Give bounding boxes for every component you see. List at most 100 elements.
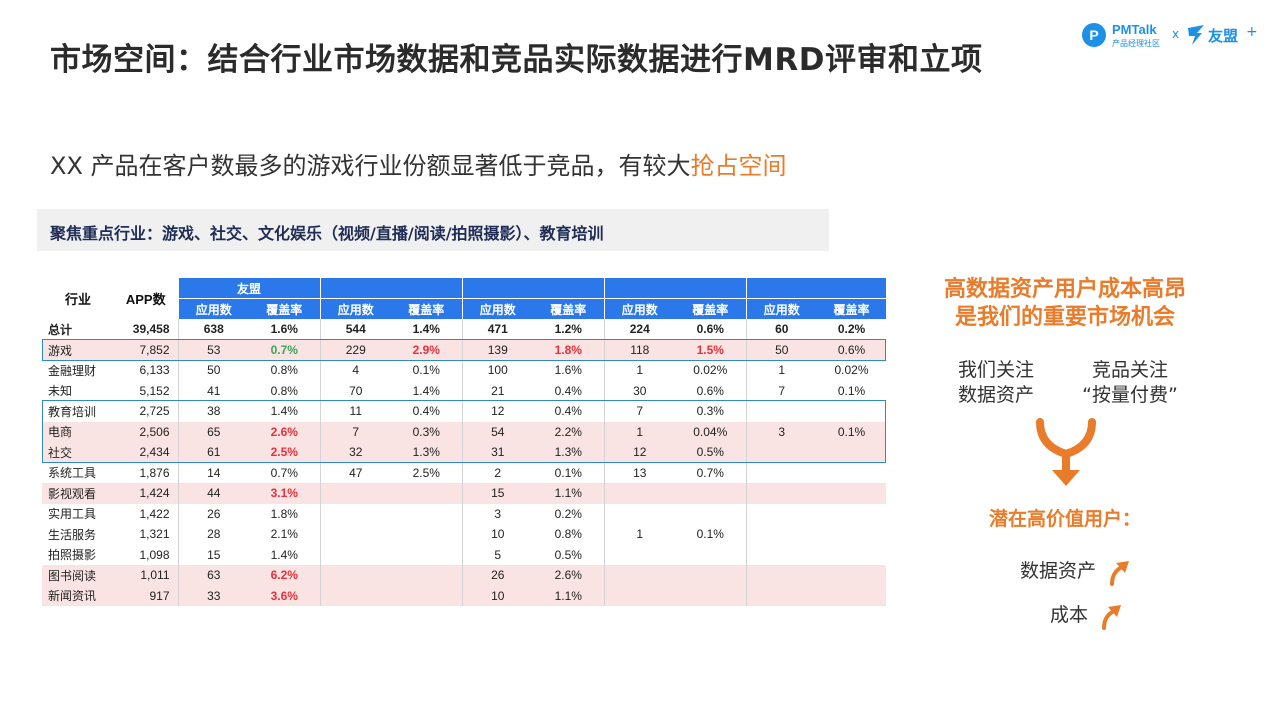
subtitle-highlight: 抢占空间 xyxy=(690,152,787,180)
potential-users-label: 潜在高价值用户： xyxy=(988,508,1141,530)
apps-cell: 12 xyxy=(461,401,534,422)
apps-cell: 7 xyxy=(319,421,392,442)
coverage-cell: 2.9% xyxy=(391,339,463,360)
potential-cost: 成本 xyxy=(1050,600,1124,630)
app-count: 1,011 xyxy=(114,565,178,586)
table-row: 系统工具 1,876 14 0.7% 47 2.5% 2 0.1% 13 0.7% xyxy=(42,462,886,484)
header-apps: 应用数 xyxy=(461,298,534,319)
industry-name: 实用工具 xyxy=(48,507,97,522)
table-row: 游戏 7,852 53 0.7% 229 2.9% 139 1.8% 118 1.5% 50 0.6% xyxy=(42,339,887,360)
industry-name: 总计 xyxy=(42,319,114,340)
coverage-cell: 1.4% xyxy=(270,547,298,562)
app-count: 1,876 xyxy=(139,465,170,480)
coverage-cell: 0.1% xyxy=(554,465,582,480)
apps-cell: 100 xyxy=(461,360,534,381)
app-count: 7,852 xyxy=(114,339,178,360)
potential-cost-label: 成本 xyxy=(1050,604,1089,626)
coverage-cell xyxy=(391,585,463,606)
industry-name: 新闻资讯 xyxy=(42,585,114,606)
coverage-cell: 0.1% xyxy=(817,421,887,442)
apps-cell: 21 xyxy=(461,380,534,401)
apps-cell: 47 xyxy=(319,462,392,483)
table-row: 未知 5,152 41 0.8% 70 1.4% 21 0.4% 30 0.6% 7 0.1% xyxy=(42,380,886,401)
apps-cell: 139 xyxy=(461,339,534,360)
apps-cell: 10 xyxy=(461,585,534,606)
apps-cell xyxy=(745,442,818,463)
apps-cell: 15 xyxy=(461,483,534,504)
apps-cell: 50 xyxy=(177,360,249,381)
apps-cell: 63 xyxy=(177,565,249,586)
app-count: 2,506 xyxy=(114,421,178,442)
app-count: 1,098 xyxy=(139,547,170,562)
industry-name: 社交 xyxy=(42,442,114,463)
apps-cell: 224 xyxy=(603,319,676,340)
app-count: 6,133 xyxy=(139,363,170,378)
coverage-cell: 0.8% xyxy=(554,527,582,542)
coverage-cell: 0.6% xyxy=(696,383,724,398)
industry-name: 拍照摄影 xyxy=(48,548,97,563)
apps-cell: 54 xyxy=(461,421,534,442)
coverage-cell: 0.02% xyxy=(693,363,728,378)
header-apps: 应用数 xyxy=(745,298,818,319)
insight-headline: 高数据资产用户成本高昂 是我们的重要市场机会 xyxy=(900,276,1230,332)
apps-cell xyxy=(745,585,818,606)
coverage-cell: 0.4% xyxy=(412,404,440,419)
merge-arrow-icon xyxy=(1036,418,1096,486)
coverage-cell: 0.02% xyxy=(834,363,869,378)
app-count: 1,422 xyxy=(139,506,170,521)
header-apps: 应用数 xyxy=(177,298,249,319)
coverage-cell xyxy=(817,442,887,463)
coverage-cell: 3.6% xyxy=(249,585,321,606)
potential-data-assets-label: 数据资产 xyxy=(1020,560,1097,582)
competitor-focus-line2: “按量付费” xyxy=(1082,384,1178,406)
coverage-cell: 0.6% xyxy=(817,339,887,360)
header-apps: 应用数 xyxy=(319,298,392,319)
industry-name: 图书阅读 xyxy=(42,565,114,586)
industry-name: 游戏 xyxy=(42,339,114,360)
table-row: 社交 2,434 61 2.5% 32 1.3% 31 1.3% 12 0.5% xyxy=(42,442,887,463)
table-row: 影视观看 1,424 44 3.1% 15 1.1% xyxy=(42,483,887,504)
brand-logo: P PMTalk 产品经理社区 x 友盟 + xyxy=(1080,20,1260,50)
coverage-cell: 0.6% xyxy=(675,319,747,340)
apps-cell xyxy=(745,401,818,422)
coverage-cell: 0.7% xyxy=(249,339,321,360)
coverage-cell: 1.3% xyxy=(391,442,463,463)
coverage-cell xyxy=(391,504,462,525)
apps-cell: 26 xyxy=(461,565,534,586)
table-row: 图书阅读 1,011 63 6.2% 26 2.6% xyxy=(42,565,887,586)
apps-cell: 3 xyxy=(745,421,818,442)
industry-name: 生活服务 xyxy=(48,527,97,542)
coverage-cell: 0.1% xyxy=(696,527,724,542)
header-app-count: APP数 xyxy=(114,278,178,319)
coverage-cell: 0.8% xyxy=(270,383,298,398)
coverage-cell: 2.1% xyxy=(270,527,298,542)
umeng-name: 友盟 xyxy=(1208,27,1239,45)
apps-cell: 7 xyxy=(603,401,676,422)
table-row: 生活服务 1,321 28 2.1% 10 0.8% 1 0.1% xyxy=(42,524,886,545)
coverage-cell: 0.3% xyxy=(696,404,724,419)
app-count: 917 xyxy=(114,585,178,606)
apps-cell xyxy=(745,524,818,545)
table-row: 电商 2,506 65 2.6% 7 0.3% 54 2.2% 1 0.04% 3 0.1% xyxy=(42,421,887,442)
apps-cell: 544 xyxy=(319,319,392,340)
coverage-cell: 0.04% xyxy=(675,421,747,442)
coverage-cell xyxy=(675,585,747,606)
umeng-plus: + xyxy=(1246,24,1258,40)
coverage-cell xyxy=(391,545,462,566)
focus-industries-bar: 聚焦重点行业：游戏、社交、文化娱乐（视频/直播/阅读/拍照摄影）、教育培训 xyxy=(37,209,829,251)
up-arrow-icon xyxy=(1110,560,1130,586)
potential-data-assets: 数据资产 xyxy=(1020,556,1132,586)
coverage-cell: 1.8% xyxy=(270,506,298,521)
coverage-cell xyxy=(675,565,747,586)
apps-cell: 1 xyxy=(603,524,676,545)
coverage-cell xyxy=(817,463,886,484)
coverage-cell: 3.1% xyxy=(249,483,321,504)
up-arrow-icon xyxy=(1102,604,1122,630)
industry-coverage-table: 行业 APP数 友盟 应用数 覆盖率 应用数 覆盖率 应用数 覆盖率 应用数 覆… xyxy=(42,278,887,606)
apps-cell: 11 xyxy=(319,401,392,422)
competitor-focus: 竞品关注 “按量付费” xyxy=(1060,358,1200,408)
apps-cell: 2 xyxy=(461,462,534,483)
apps-cell: 1 xyxy=(603,421,676,442)
apps-cell: 31 xyxy=(461,442,534,463)
coverage-cell: 1.4% xyxy=(270,404,298,419)
